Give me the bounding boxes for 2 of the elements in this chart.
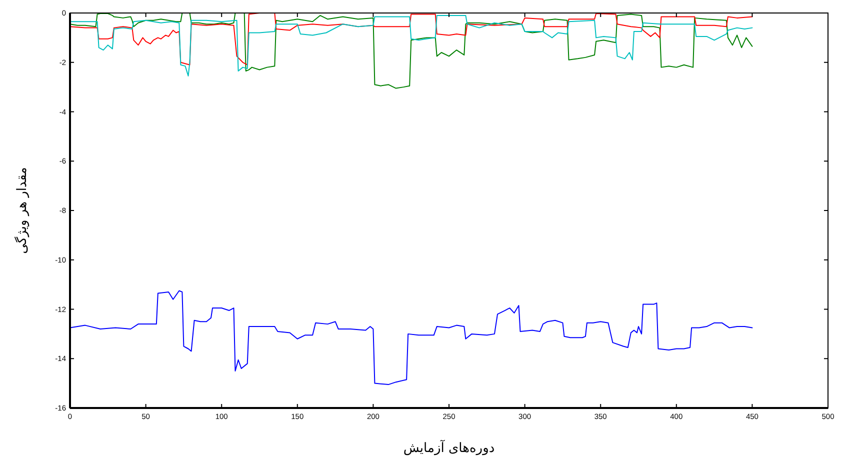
x-axis-title: دوره‌های آزمایش — [403, 439, 495, 456]
y-axis-title: مقدار هر ویژگی — [14, 167, 30, 254]
